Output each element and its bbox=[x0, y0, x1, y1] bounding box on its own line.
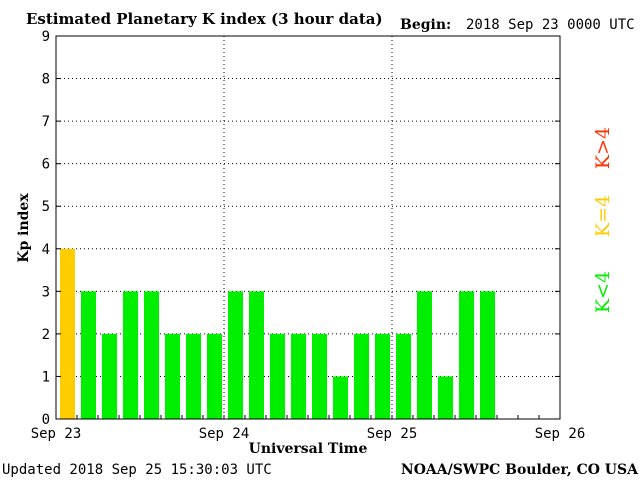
y-tick-label: 6 bbox=[42, 157, 50, 173]
kp-bar bbox=[186, 333, 201, 419]
kp-bar bbox=[249, 291, 264, 419]
y-tick-label: 2 bbox=[42, 327, 50, 343]
x-tick-label: Sep 24 bbox=[199, 426, 250, 442]
legend-item: K>4 bbox=[592, 127, 614, 169]
credit-label: NOAA/SWPC Boulder, CO USA bbox=[401, 462, 639, 478]
y-tick-label: 5 bbox=[42, 199, 50, 215]
kp-bar bbox=[480, 291, 495, 419]
y-tick-label: 3 bbox=[42, 284, 50, 300]
y-tick-labels: 0 1 2 3 4 5 6 7 8 9 bbox=[42, 29, 560, 428]
kp-bar bbox=[333, 376, 348, 419]
begin-value: 2018 Sep 23 0000 UTC bbox=[466, 17, 635, 33]
y-tick-label: 1 bbox=[42, 369, 50, 385]
bars bbox=[60, 248, 495, 419]
y-tick-label: 7 bbox=[42, 114, 50, 130]
legend-item: K<4 bbox=[592, 271, 614, 313]
legend: K<4 K=4 K>4 bbox=[592, 127, 614, 313]
kp-bar bbox=[417, 291, 432, 419]
x-axis-label: Universal Time bbox=[249, 441, 368, 457]
kp-bar bbox=[102, 333, 117, 419]
y-tick-label: 0 bbox=[42, 412, 50, 428]
kp-bar bbox=[312, 333, 327, 419]
kp-bar bbox=[354, 333, 369, 419]
chart-title: Estimated Planetary K index (3 hour data… bbox=[26, 10, 383, 28]
y-tick-label: 9 bbox=[42, 29, 50, 45]
y-tick-label: 8 bbox=[42, 72, 50, 88]
kp-bar bbox=[81, 291, 96, 419]
x-tick-label: Sep 23 bbox=[31, 426, 82, 442]
kp-bar bbox=[375, 333, 390, 419]
kp-bar bbox=[459, 291, 474, 419]
kp-bar bbox=[207, 333, 222, 419]
updated-timestamp: Updated 2018 Sep 25 15:30:03 UTC bbox=[2, 462, 272, 478]
y-tick-label: 4 bbox=[42, 242, 50, 258]
legend-item: K=4 bbox=[592, 195, 614, 237]
x-tick-labels: Sep 23 Sep 24 Sep 25 Sep 26 bbox=[31, 415, 586, 442]
begin-label: Begin: bbox=[400, 17, 451, 33]
grid-lines bbox=[56, 36, 560, 419]
kp-bar bbox=[165, 333, 180, 419]
kp-bar bbox=[438, 376, 453, 419]
x-tick-label: Sep 25 bbox=[367, 426, 418, 442]
kp-bar bbox=[123, 291, 138, 419]
y-axis-label: Kp index bbox=[16, 193, 32, 263]
kp-bar bbox=[144, 291, 159, 419]
kp-bar bbox=[228, 291, 243, 419]
kp-bar bbox=[60, 248, 75, 419]
x-tick-label: Sep 26 bbox=[535, 426, 586, 442]
kp-bar bbox=[270, 333, 285, 419]
kp-bar bbox=[291, 333, 306, 419]
kp-bar bbox=[396, 333, 411, 419]
